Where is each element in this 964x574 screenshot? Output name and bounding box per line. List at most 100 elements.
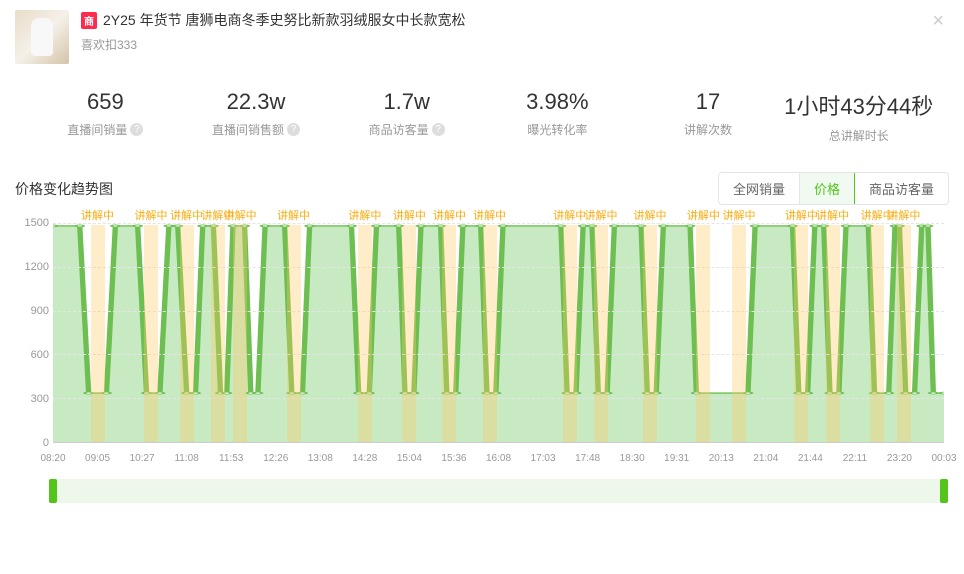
stat-value: 3.98% [482,89,633,115]
x-tick: 17:48 [575,453,600,464]
annotation-bar [442,225,456,442]
annotation-bar [594,225,608,442]
stat-label: 直播间销售额? [181,121,332,138]
stat-item: 3.98% 曝光转化率 [482,89,633,144]
annotation-bar [563,225,577,442]
stat-item: 1小时43分44秒 总讲解时长 [783,89,934,144]
x-tick: 08:20 [40,453,65,464]
stat-label: 总讲解时长 [783,127,934,144]
y-tick: 1200 [25,261,49,273]
stat-value: 22.3w [181,89,332,115]
stat-label: 商品访客量? [331,121,482,138]
plot-area: 讲解中讲解中讲解中讲解中讲解中讲解中讲解中讲解中讲解中讲解中讲解中讲解中讲解中讲… [53,223,944,443]
annotation-bar [358,225,372,442]
stat-item: 1.7w 商品访客量? [331,89,482,144]
y-tick: 900 [31,305,49,317]
x-tick: 11:08 [174,453,198,464]
time-scrubber[interactable] [53,479,944,503]
stat-item: 22.3w 直播间销售额? [181,89,332,144]
stats-row: 659 直播间销量?22.3w 直播间销售额?1.7w 商品访客量?3.98% … [15,89,949,172]
annotation-bar [870,225,884,442]
x-tick: 11:53 [219,453,243,464]
y-tick: 600 [31,349,49,361]
y-tick: 300 [31,393,49,405]
product-badge: 商 [81,12,97,29]
x-tick: 15:36 [441,453,466,464]
scrub-track [53,479,944,503]
annotation-bar [144,225,158,442]
x-tick: 23:20 [887,453,912,464]
scrub-wave-svg [53,479,944,503]
chart-title: 价格变化趋势图 [15,179,113,199]
y-tick: 0 [43,437,49,449]
x-tick: 00:03 [931,453,956,464]
annotation-label: 讲解中 [473,207,506,223]
annotation-bar [897,225,911,442]
annotation-bar [794,225,808,442]
stat-value: 1.7w [331,89,482,115]
annotation-label: 讲解中 [553,207,586,223]
scrub-handle-left[interactable] [49,479,57,503]
x-tick: 21:04 [753,453,778,464]
x-axis: 08:2009:0510:2711:0811:5312:2613:0814:28… [53,448,944,473]
close-icon[interactable]: × [932,10,944,33]
annotation-label: 讲解中 [887,207,920,223]
header: 商 2Y25 年货节 唐狮电商冬季史努比新款羽绒服女中长款宽松 喜欢扣333 × [15,10,949,64]
x-tick: 21:44 [798,453,823,464]
annotation-label: 讲解中 [584,207,617,223]
help-icon[interactable]: ? [130,123,143,136]
annotation-bar [91,225,105,442]
annotation-label: 讲解中 [816,207,849,223]
annotation-label: 讲解中 [348,207,381,223]
stat-value: 1小时43分44秒 [783,89,934,121]
stat-label: 曝光转化率 [482,121,633,138]
help-icon[interactable]: ? [432,123,445,136]
x-tick: 13:08 [308,453,333,464]
x-tick: 19:31 [664,453,689,464]
product-thumbnail [15,10,69,64]
chart-section: 价格变化趋势图 全网销量价格商品访客量 0 300 600 900 1200 1500 讲… [15,172,949,473]
x-tick: 09:05 [85,453,110,464]
annotation-label: 讲解中 [135,207,168,223]
annotation-bar [211,225,225,442]
annotation-bar [287,225,301,442]
annotation-bar [233,225,247,442]
x-tick: 17:03 [531,453,556,464]
annotation-label: 讲解中 [723,207,756,223]
annotation-label: 讲解中 [433,207,466,223]
chart-tab[interactable]: 全网销量 [719,173,800,204]
product-title: 2Y25 年货节 唐狮电商冬季史努比新款羽绒服女中长款宽松 [103,10,465,30]
chart-area: 030060090012001500 讲解中讲解中讲解中讲解中讲解中讲解中讲解中… [15,223,949,473]
x-tick: 22:11 [843,453,867,464]
annotation-label: 讲解中 [393,207,426,223]
chart-tab[interactable]: 价格 [800,173,855,204]
y-tick: 1500 [25,217,49,229]
annotation-label: 讲解中 [633,207,666,223]
annotation-label: 讲解中 [170,207,203,223]
x-tick: 18:30 [620,453,645,464]
chart-header: 价格变化趋势图 全网销量价格商品访客量 [15,172,949,205]
chart-tab[interactable]: 商品访客量 [855,173,948,204]
x-tick: 15:04 [397,453,422,464]
y-axis: 030060090012001500 [15,223,53,443]
annotation-bar [696,225,710,442]
help-icon[interactable]: ? [287,123,300,136]
annotation-bar [826,225,840,442]
stat-label: 讲解次数 [633,121,784,138]
scrub-handle-right[interactable] [940,479,948,503]
x-tick: 12:26 [263,453,288,464]
annotation-label: 讲解中 [277,207,310,223]
annotation-bar [732,225,746,442]
annotation-bar [180,225,194,442]
annotation-bar [483,225,497,442]
x-tick: 20:13 [709,453,734,464]
x-tick: 14:28 [352,453,377,464]
x-tick: 16:08 [486,453,511,464]
annotation-bar [402,225,416,442]
annotation-label: 讲解中 [81,207,114,223]
title-block: 商 2Y25 年货节 唐狮电商冬季史努比新款羽绒服女中长款宽松 喜欢扣333 [81,10,949,53]
product-subtitle: 喜欢扣333 [81,36,949,53]
chart-tabs: 全网销量价格商品访客量 [718,172,949,205]
stat-label: 直播间销量? [30,121,181,138]
x-tick: 10:27 [130,453,155,464]
